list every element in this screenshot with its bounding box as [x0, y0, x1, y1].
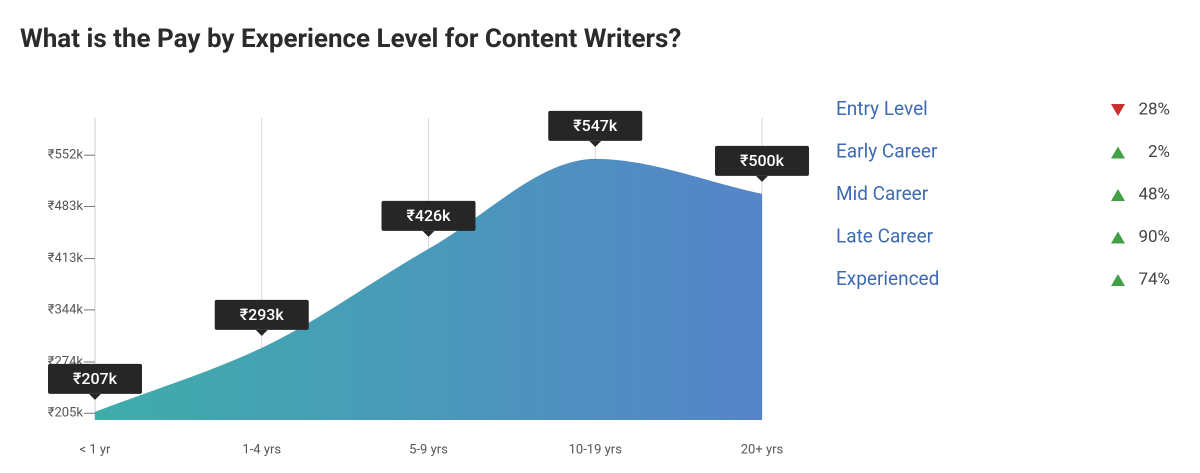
- value-label: ₹547k: [548, 110, 643, 147]
- change-value: 28%: [1138, 99, 1170, 119]
- value-label: ₹500k: [715, 145, 809, 182]
- change-value: 74%: [1138, 269, 1170, 289]
- value-label-text: ₹547k: [573, 116, 618, 135]
- value-label-pointer: [255, 329, 268, 336]
- y-tick-label: ₹344k: [48, 302, 84, 317]
- area: [95, 158, 762, 421]
- change-value: 48%: [1138, 184, 1170, 204]
- y-tick-label: ₹413k: [48, 251, 84, 266]
- legend-label: Mid Career: [836, 182, 929, 205]
- value-label-pointer: [89, 393, 101, 400]
- y-tick-label: ₹552k: [48, 148, 84, 163]
- change-value: 2%: [1148, 142, 1170, 162]
- value-label-box: [48, 363, 142, 394]
- chart-title: What is the Pay by Experience Level for …: [20, 24, 681, 54]
- x-tick-label: 10-19 yrs: [569, 442, 623, 457]
- trend-arrow: [1111, 231, 1125, 244]
- x-tick-label: 5-9 yrs: [409, 442, 448, 457]
- value-label-text: ₹500k: [740, 151, 785, 170]
- value-label-pointer: [589, 140, 602, 147]
- value-label-text: ₹293k: [240, 305, 285, 324]
- trend-arrow: [1111, 146, 1125, 159]
- value-label-pointer: [422, 230, 435, 237]
- value-label-box: [381, 200, 476, 231]
- value-label: ₹426k: [381, 200, 476, 237]
- value-label-box: [715, 145, 809, 176]
- trend-arrow: [1111, 104, 1125, 116]
- x-tick-label: < 1 yr: [80, 442, 112, 457]
- value-label: ₹207k: [48, 363, 142, 400]
- y-tick-label: ₹205k: [48, 406, 84, 421]
- x-tick-label: 20+ yrs: [741, 442, 784, 457]
- trend-arrow: [1111, 189, 1125, 201]
- value-label-pointer: [756, 175, 768, 182]
- legend-label: Early Career: [836, 140, 938, 163]
- legend-label: Entry Level: [836, 97, 928, 120]
- change-value: 90%: [1138, 227, 1170, 247]
- value-label-text: ₹207k: [73, 369, 118, 388]
- legend-label: Late Career: [836, 225, 934, 248]
- value-label: ₹293k: [214, 299, 309, 336]
- y-tick-label: ₹483k: [48, 199, 84, 214]
- trend-arrow: [1111, 274, 1125, 286]
- legend-label: Experienced: [836, 267, 939, 290]
- x-tick-label: 1-4 yrs: [242, 442, 281, 457]
- value-label-box: [214, 299, 309, 330]
- value-label-box: [548, 110, 643, 141]
- value-label-text: ₹426k: [407, 206, 452, 225]
